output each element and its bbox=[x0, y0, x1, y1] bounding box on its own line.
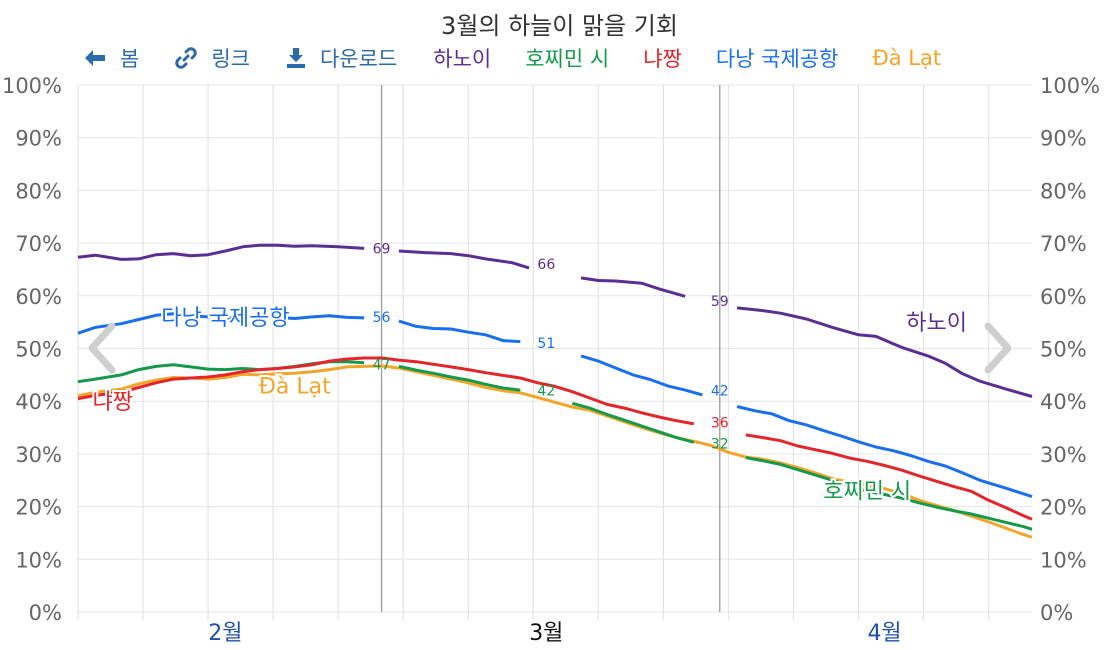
legend-item-dalat[interactable]: Đà Lạt bbox=[872, 46, 942, 70]
series-line-hanoi bbox=[736, 306, 1033, 398]
y-tick-label-right: 30% bbox=[1040, 443, 1087, 467]
y-tick-label-left: 10% bbox=[15, 548, 62, 572]
season-button[interactable]: 봄 bbox=[84, 43, 139, 73]
prev-month-button[interactable] bbox=[84, 322, 118, 378]
series-layer bbox=[77, 243, 1033, 539]
x-tick-label: 3월 bbox=[529, 621, 563, 646]
legend-item-danang[interactable]: 다낭 국제공항 bbox=[715, 47, 839, 71]
series-name-label-hanoi: 하노이 bbox=[906, 311, 967, 336]
data-label-hanoi: 66 bbox=[537, 257, 555, 273]
y-tick-label-right: 60% bbox=[1040, 285, 1087, 309]
y-tick-label-left: 30% bbox=[15, 443, 62, 467]
series-name-label-hcmc: 호찌민 시 bbox=[823, 480, 911, 505]
series-line-hcmc bbox=[398, 364, 521, 392]
next-month-button[interactable] bbox=[982, 322, 1016, 378]
chevron-right-icon bbox=[984, 322, 1012, 374]
series-name-label-dalat: Đà Lạt bbox=[259, 374, 331, 399]
y-tick-label-left: 40% bbox=[15, 390, 62, 414]
y-tick-label-left: 70% bbox=[15, 232, 62, 256]
y-tick-label-right: 100% bbox=[1040, 74, 1100, 98]
y-tick-label-right: 90% bbox=[1040, 127, 1087, 151]
grid-layer bbox=[77, 84, 1032, 620]
label-layer: 0% 0% 10% 10% 20% 20% 30% 30% 40% 40% 50% 50% 60% 60%… bbox=[2, 74, 1100, 646]
data-label-danang: 42 bbox=[711, 384, 729, 400]
arrow-left-icon bbox=[84, 49, 106, 67]
y-tick-label-left: 80% bbox=[15, 179, 62, 203]
chevron-left-icon bbox=[88, 322, 116, 374]
data-label-danang: 56 bbox=[373, 310, 391, 326]
season-label: 봄 bbox=[120, 47, 140, 71]
series-line-hanoi bbox=[77, 243, 365, 261]
series-line-danang bbox=[580, 354, 703, 397]
y-tick-label-right: 40% bbox=[1040, 390, 1087, 414]
series-line-nhatrang bbox=[77, 356, 695, 426]
series-line-danang bbox=[77, 312, 365, 335]
data-label-hcmc: 47 bbox=[373, 357, 391, 373]
x-tick-label: 2월 bbox=[208, 621, 242, 646]
legend-item-hanoi[interactable]: 하노이 bbox=[433, 47, 492, 71]
y-tick-label-left: 60% bbox=[15, 285, 62, 309]
download-button[interactable]: 다운로드 bbox=[286, 43, 397, 73]
y-tick-label-right: 70% bbox=[1040, 232, 1087, 256]
series-line-danang bbox=[736, 405, 1033, 499]
data-label-hanoi: 69 bbox=[373, 241, 391, 257]
series-name-label-nhatrang: 냐짱 bbox=[92, 390, 132, 415]
link-label: 링크 bbox=[211, 47, 250, 71]
series-line-hcmc bbox=[745, 456, 1033, 531]
series-line-dalat bbox=[77, 364, 1033, 539]
download-label: 다운로드 bbox=[319, 47, 398, 71]
y-tick-label-left: 100% bbox=[2, 74, 62, 98]
x-tick-label: 4월 bbox=[867, 621, 901, 646]
series-line-nhatrang bbox=[745, 433, 1033, 521]
y-tick-label-right: 20% bbox=[1040, 496, 1087, 520]
link-icon bbox=[175, 47, 198, 69]
data-label-hcmc: 42 bbox=[537, 384, 555, 400]
toolbar: 봄 링크 다운로드 하노이 호찌민 시 냐짱 다낭 국제공항 Đà Lạt bbox=[84, 42, 941, 74]
download-icon bbox=[286, 47, 306, 69]
series-name-label-danang: 다낭 국제공항 bbox=[161, 306, 289, 331]
y-tick-label-left: 0% bbox=[29, 601, 62, 625]
y-tick-label-right: 0% bbox=[1040, 601, 1073, 625]
y-tick-label-right: 50% bbox=[1040, 338, 1087, 362]
y-tick-label-left: 20% bbox=[15, 496, 62, 520]
link-button[interactable]: 링크 bbox=[175, 43, 250, 73]
series-line-hanoi bbox=[580, 276, 686, 298]
chart-title: 3월의 하늘이 맑을 기회 bbox=[441, 12, 678, 40]
legend-item-nhatrang[interactable]: 냐짱 bbox=[643, 47, 682, 71]
series-line-hanoi bbox=[398, 249, 530, 270]
data-label-hcmc: 32 bbox=[711, 436, 729, 452]
y-tick-label-right: 80% bbox=[1040, 179, 1087, 203]
series-line-hcmc bbox=[571, 401, 695, 444]
y-tick-label-left: 90% bbox=[15, 127, 62, 151]
data-label-danang: 51 bbox=[537, 336, 555, 352]
y-tick-label-right: 10% bbox=[1040, 548, 1087, 572]
y-tick-label-left: 50% bbox=[15, 338, 62, 362]
data-label-hanoi: 59 bbox=[711, 294, 729, 310]
series-line-danang bbox=[398, 319, 521, 344]
legend-item-hcmc[interactable]: 호찌민 시 bbox=[525, 47, 610, 71]
data-label-nhatrang: 36 bbox=[711, 415, 729, 431]
